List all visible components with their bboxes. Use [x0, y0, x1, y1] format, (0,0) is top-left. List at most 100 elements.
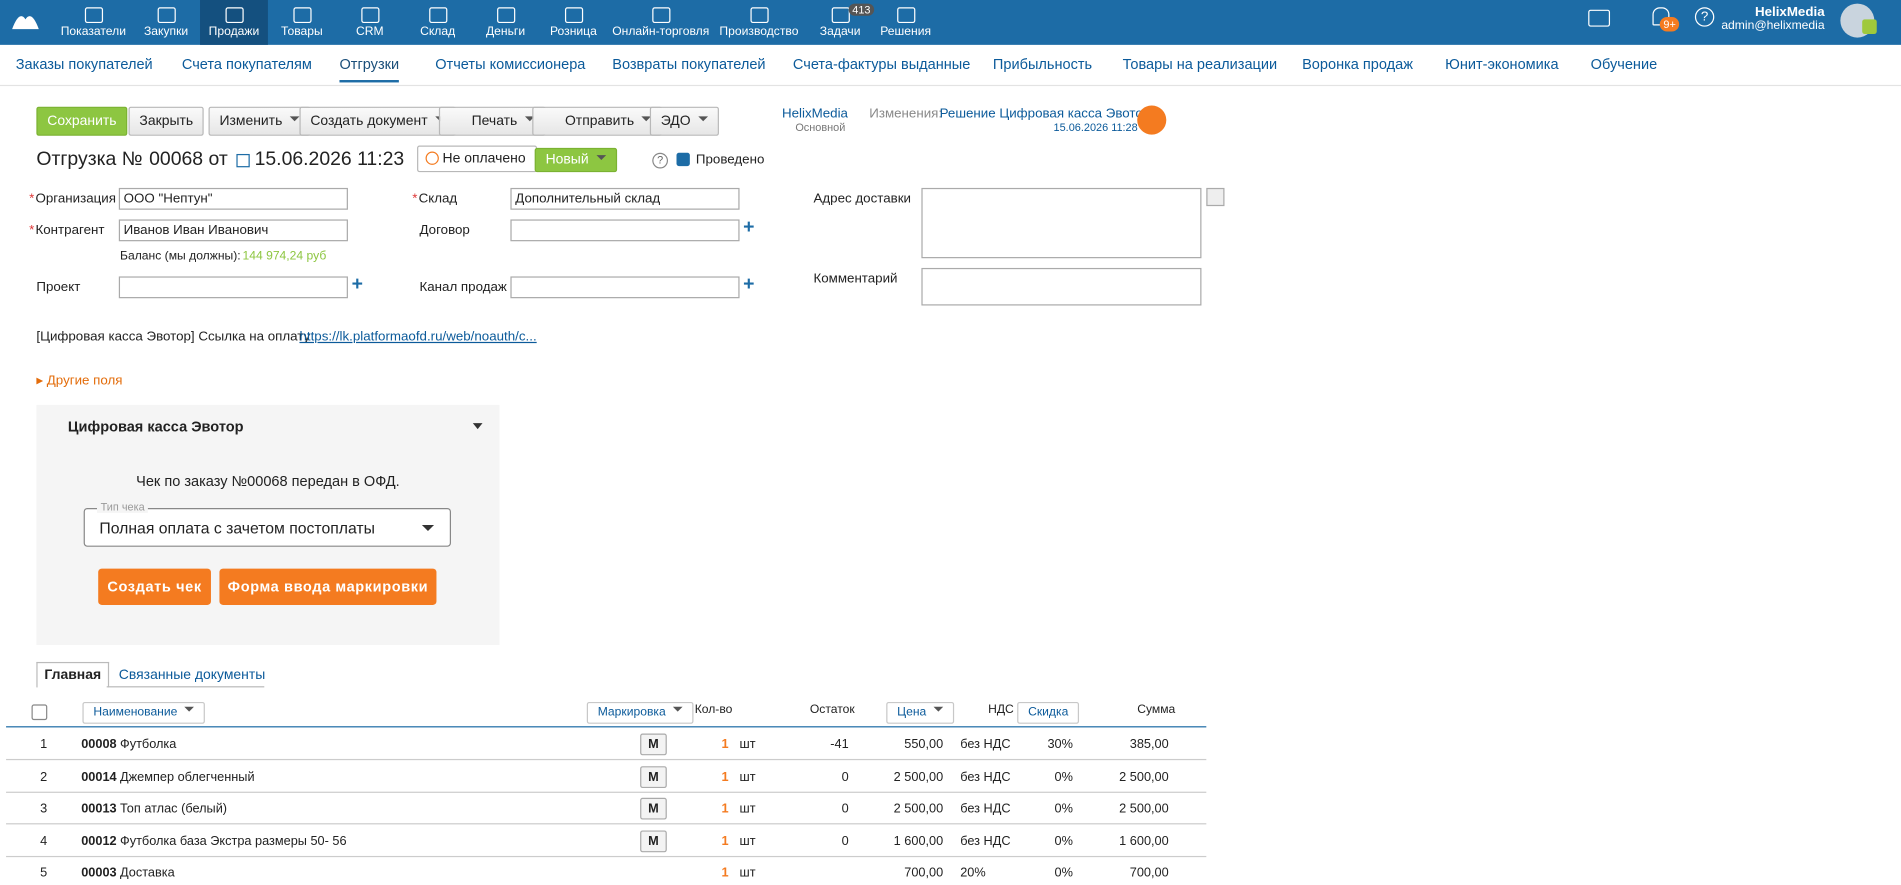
- marking-button[interactable]: М: [640, 733, 667, 756]
- address-toggle[interactable]: [1206, 187, 1225, 207]
- sub-nav-item[interactable]: Прибыльность: [992, 55, 1093, 73]
- payment-link[interactable]: https://lk.platformaofd.ru/web/noauth/c.…: [299, 329, 537, 345]
- save-button[interactable]: Сохранить: [36, 106, 128, 136]
- tab-main[interactable]: Главная: [36, 661, 110, 688]
- marking-form-button[interactable]: Форма ввода маркировки: [219, 568, 437, 605]
- payment-status[interactable]: Не оплачено: [417, 145, 537, 173]
- row-line: [6, 823, 1207, 825]
- posted-checkbox[interactable]: [676, 152, 690, 167]
- sub-nav-item[interactable]: Товары на реализации: [1122, 55, 1278, 73]
- help[interactable]: ?: [652, 152, 669, 169]
- doc-title: Отгрузка №: [36, 149, 143, 170]
- nav-icon: [225, 7, 244, 24]
- sub-nav-item[interactable]: Воронка продаж: [1302, 55, 1413, 73]
- table-row: 2 00014 Джемпер облегченный М 1 шт 0 2 500,00 бе…: [0, 766, 1206, 789]
- marking-button[interactable]: М: [640, 830, 667, 853]
- row-number: 3: [40, 801, 48, 816]
- add-project[interactable]: +: [351, 273, 363, 295]
- nav-item[interactable]: Показатели: [59, 0, 127, 45]
- header-marking[interactable]: Маркировка: [586, 701, 694, 724]
- item-code: 00008: [81, 737, 117, 752]
- tab-related[interactable]: Связанные документы: [118, 668, 266, 683]
- nav-label: Решения: [880, 25, 932, 39]
- row-number: 2: [40, 769, 48, 785]
- table-row: 3 00013 Топ атлас (белый) М 1 шт 0 2 500,00 без …: [0, 797, 1206, 820]
- nav-item[interactable]: CRM: [336, 0, 404, 45]
- unit: шт: [739, 737, 756, 752]
- nav-item[interactable]: Задачи: [806, 0, 874, 45]
- top-bar: 9+ ? HelixMedia admin@helixmedia Показат…: [0, 0, 1901, 45]
- sub-nav-item[interactable]: Отчеты комиссионера: [435, 55, 586, 73]
- chat-icon[interactable]: [1588, 9, 1611, 27]
- create-check-button[interactable]: Создать чек: [98, 568, 211, 605]
- sub-nav-item[interactable]: Счета-фактуры выданные: [792, 55, 971, 73]
- vat: без НДС: [960, 834, 1011, 849]
- changes-value[interactable]: Решение Цифровая касса Эвотор: [939, 106, 1151, 122]
- sub-nav-item[interactable]: Счета покупателям: [181, 55, 312, 73]
- nav-icon: [652, 7, 671, 24]
- remaining: 0: [841, 769, 849, 785]
- check-type-select[interactable]: Тип чека Полная оплата с зачетом постопл…: [83, 500, 452, 547]
- nav-label: Продажи: [208, 25, 260, 39]
- status-button[interactable]: Новый: [534, 147, 617, 173]
- nav-item[interactable]: Производство: [719, 0, 798, 45]
- row-number: 5: [40, 865, 48, 881]
- nav-icon: [361, 7, 380, 24]
- channel-input[interactable]: [510, 276, 740, 299]
- nav-item[interactable]: Склад: [404, 0, 472, 45]
- owner[interactable]: HelixMedia: [781, 106, 848, 122]
- nav-item[interactable]: Деньги: [472, 0, 540, 45]
- vat: 20%: [960, 865, 986, 881]
- select-all[interactable]: [31, 704, 48, 721]
- edo-button[interactable]: ЭДО: [649, 106, 719, 136]
- add-contract[interactable]: +: [743, 217, 755, 238]
- nav-item[interactable]: Розница: [540, 0, 608, 45]
- help-icon[interactable]: ?: [1694, 7, 1715, 27]
- doc-number: 00068: [149, 149, 204, 170]
- sub-nav-item[interactable]: Отгрузки: [339, 56, 400, 83]
- header-name[interactable]: Наименование: [82, 701, 206, 724]
- project-input[interactable]: [118, 276, 348, 299]
- org-input[interactable]: ООО "Нептун": [118, 187, 348, 210]
- marking-button[interactable]: М: [640, 797, 667, 820]
- marking-button[interactable]: М: [640, 766, 667, 789]
- sum: 700,00: [1129, 865, 1169, 881]
- contractor-input[interactable]: Иванов Иван Иванович: [118, 219, 348, 242]
- send-button[interactable]: Отправить: [532, 106, 662, 136]
- address-input[interactable]: [921, 187, 1202, 259]
- nav-item[interactable]: Онлайн-торговля: [612, 0, 709, 45]
- nav-item[interactable]: Товары: [268, 0, 336, 45]
- sub-nav-item[interactable]: Заказы покупателей: [15, 55, 153, 73]
- discount: 0%: [1054, 801, 1073, 816]
- print-button[interactable]: Печать: [438, 106, 546, 136]
- edit-button[interactable]: Изменить: [208, 106, 311, 136]
- create-doc-button[interactable]: Создать документ: [299, 106, 456, 136]
- header-remaining: Остаток: [809, 703, 855, 717]
- nav-item[interactable]: Решения: [872, 0, 940, 45]
- header-sum: Сумма: [1137, 703, 1176, 717]
- comment-input[interactable]: [921, 267, 1202, 306]
- sum: 1 600,00: [1119, 834, 1169, 849]
- add-channel[interactable]: +: [743, 273, 755, 295]
- discount: 0%: [1054, 769, 1073, 785]
- row-number: 1: [40, 737, 48, 752]
- sub-nav-item[interactable]: Возвраты покупателей: [612, 55, 766, 73]
- nav-icon: [831, 7, 850, 24]
- nav-item[interactable]: Продажи: [200, 0, 268, 45]
- contract-input[interactable]: [510, 219, 740, 242]
- sub-nav-item[interactable]: Обучение: [1590, 55, 1658, 73]
- nav-item[interactable]: Закупки: [132, 0, 200, 45]
- header-price[interactable]: Цена: [886, 701, 955, 724]
- other-fields[interactable]: ▸ Другие поля: [36, 373, 123, 388]
- close-button[interactable]: Закрыть: [128, 106, 205, 136]
- nav-label: Розница: [549, 25, 597, 39]
- store-input[interactable]: Дополнительный склад: [510, 187, 740, 210]
- calendar-icon[interactable]: [236, 153, 250, 168]
- price: 1 600,00: [893, 834, 944, 849]
- header-discount[interactable]: Скидка: [1017, 701, 1080, 724]
- sub-nav-item[interactable]: Юнит-экономика: [1445, 55, 1559, 73]
- evotor-message: Чек по заказу №00068 передан в ОФД.: [136, 472, 400, 490]
- collapse-icon[interactable]: [472, 423, 483, 434]
- price: 2 500,00: [893, 801, 944, 816]
- user-name: HelixMedia: [1754, 4, 1825, 20]
